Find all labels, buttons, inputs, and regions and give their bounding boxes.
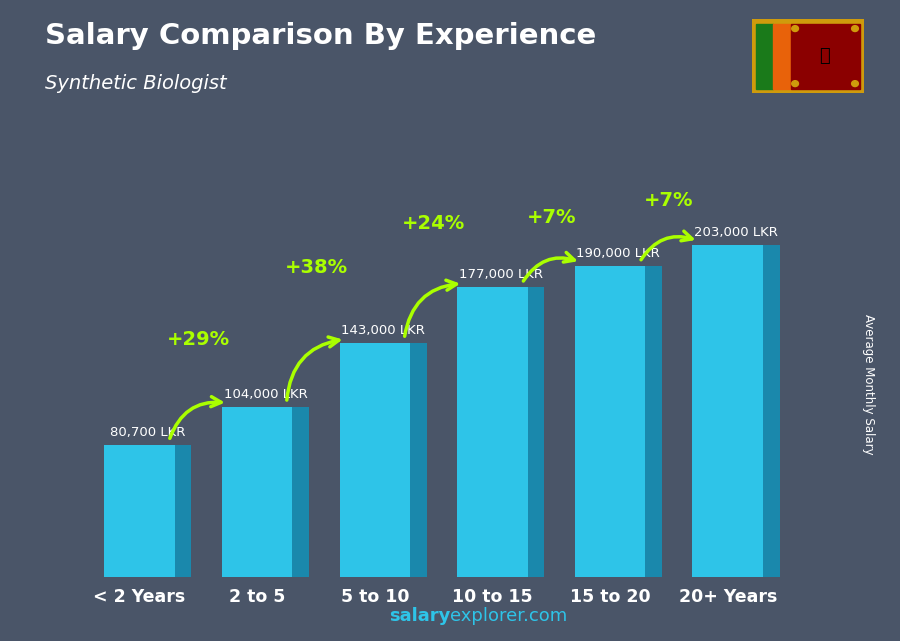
Bar (790, 24, 860, 88)
Text: 190,000 LKR: 190,000 LKR (577, 247, 661, 260)
Polygon shape (763, 245, 779, 577)
Bar (773, 24, 790, 88)
Text: 104,000 LKR: 104,000 LKR (223, 388, 307, 401)
Polygon shape (292, 406, 309, 577)
Text: +7%: +7% (526, 208, 576, 228)
Circle shape (792, 81, 798, 87)
Text: +24%: +24% (402, 214, 465, 233)
Text: +7%: +7% (644, 191, 694, 210)
Text: Salary Comparison By Experience: Salary Comparison By Experience (45, 22, 596, 51)
Text: Synthetic Biologist: Synthetic Biologist (45, 74, 227, 93)
Text: 🦁: 🦁 (819, 47, 830, 65)
Text: +38%: +38% (284, 258, 347, 278)
Text: 177,000 LKR: 177,000 LKR (459, 269, 543, 281)
Text: 143,000 LKR: 143,000 LKR (341, 324, 425, 337)
Circle shape (851, 26, 859, 31)
Bar (756, 24, 773, 88)
Text: 80,700 LKR: 80,700 LKR (110, 426, 185, 439)
Polygon shape (645, 266, 662, 577)
Circle shape (792, 26, 798, 31)
Circle shape (851, 81, 859, 87)
Polygon shape (175, 445, 191, 577)
Polygon shape (527, 287, 544, 577)
Text: salary: salary (389, 607, 450, 625)
Text: explorer.com: explorer.com (450, 607, 567, 625)
Polygon shape (410, 343, 427, 577)
Text: 203,000 LKR: 203,000 LKR (694, 226, 778, 239)
Bar (790, 24, 860, 88)
Text: Average Monthly Salary: Average Monthly Salary (862, 314, 875, 455)
Text: +29%: +29% (166, 330, 230, 349)
